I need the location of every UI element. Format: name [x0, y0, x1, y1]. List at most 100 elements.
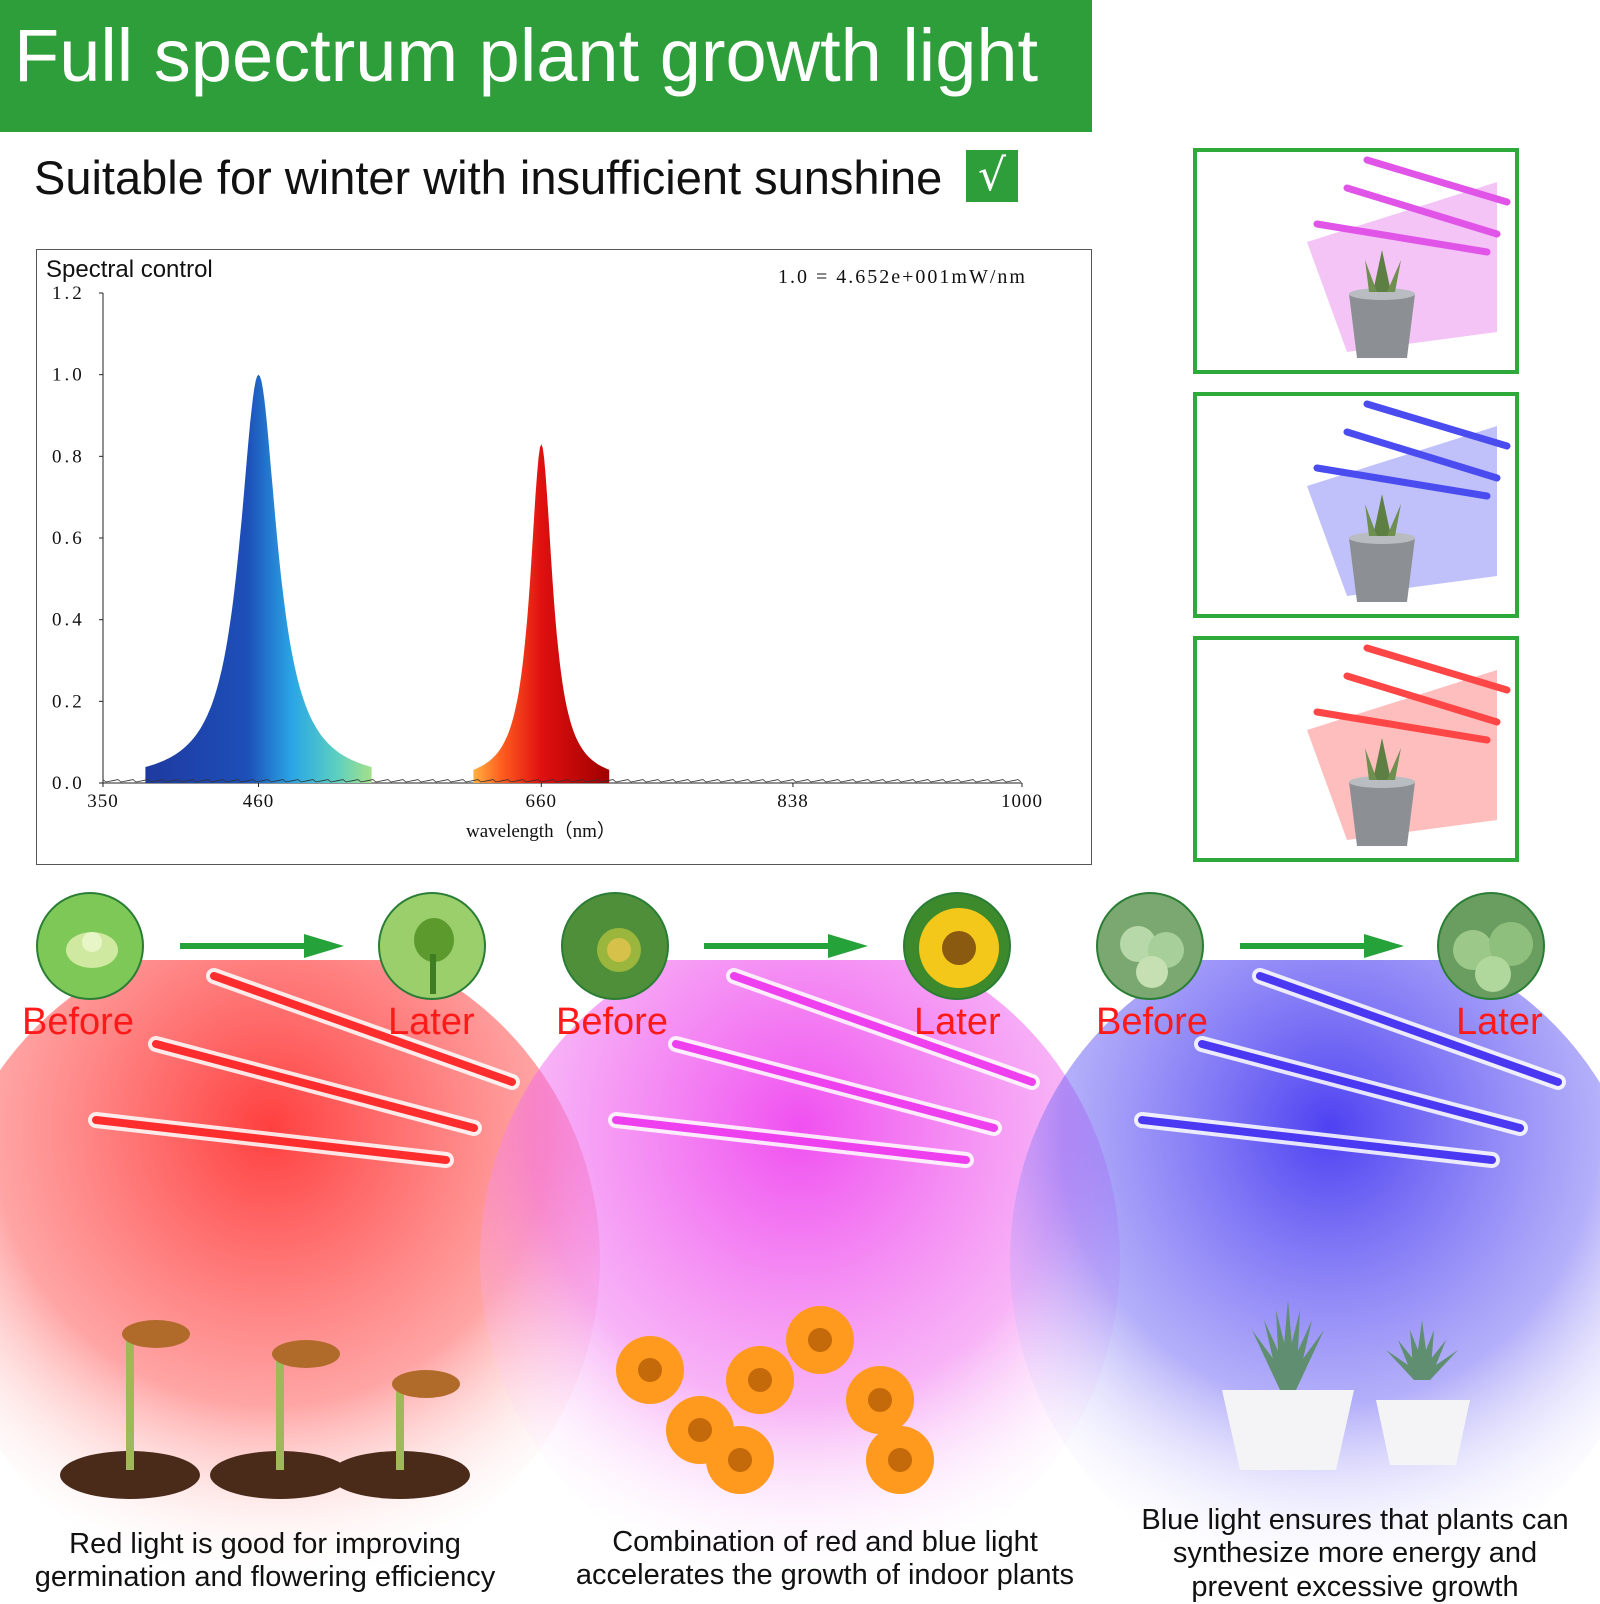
succulent-leaf	[1387, 260, 1401, 292]
lamp-led-strip	[1198, 1040, 1524, 1132]
y-tick-label: 1.0	[52, 365, 85, 386]
pot-rim	[1349, 532, 1415, 544]
lamp-led-strip	[672, 1040, 998, 1132]
later-label: Later	[914, 1001, 1001, 1043]
succulent-later-image	[1437, 892, 1545, 1000]
lamp-bar	[1313, 708, 1491, 744]
subtitle: Suitable for winter with insufficient su…	[34, 151, 943, 204]
succulent-leaf	[1365, 504, 1377, 536]
caption-blue-light: Blue light ensures that plants can synth…	[1110, 1504, 1600, 1604]
lamp-bar	[1363, 400, 1511, 450]
x-tick-label: 838	[777, 791, 809, 812]
succulent-leaf	[1280, 1320, 1312, 1390]
lamp-led-strip	[1138, 1116, 1496, 1164]
succulent-leaf	[1365, 748, 1377, 780]
y-tick-label: 1.2	[52, 283, 85, 304]
flower-center	[808, 1328, 832, 1352]
lamp-bar	[1363, 644, 1511, 694]
before-label: Before	[1096, 1001, 1208, 1043]
blue-panel-glow	[1010, 960, 1600, 1590]
thumbnail-blue-light	[1193, 392, 1519, 618]
sprout-leaf	[122, 1320, 190, 1348]
baseline-noise	[102, 778, 1022, 783]
lamp-led-strip	[612, 1116, 970, 1164]
sprout-stem	[396, 1390, 404, 1470]
pot-rim	[1349, 776, 1415, 788]
chart-annotation: 1.0 = 4.652e+001mW/nm	[778, 266, 1027, 288]
check-icon: √	[966, 150, 1018, 202]
caption-combined-light: Combination of red and blue light accele…	[560, 1526, 1090, 1593]
lamp-bar	[1313, 220, 1491, 256]
x-tick-label: 350	[87, 791, 119, 812]
thumbnail-red-light	[1193, 636, 1519, 862]
title-banner	[0, 0, 1092, 132]
caption-line: Red light is good for improving	[69, 1528, 461, 1560]
arrow-right-icon	[704, 934, 868, 958]
seed-before-image	[36, 892, 144, 1000]
sunflower-before-image	[561, 892, 669, 1000]
succulent-leaf	[1280, 1330, 1324, 1390]
arrow-right-icon	[1240, 934, 1404, 958]
y-tick-label: 0.8	[52, 446, 85, 467]
succulent-leaf	[1373, 494, 1391, 536]
y-tick-label: 0.0	[52, 773, 85, 794]
caption-red-light: Red light is good for improving germinat…	[10, 1528, 520, 1595]
pot	[1349, 538, 1415, 602]
sprout-leaf	[392, 1370, 460, 1398]
spectrum-peak-460	[145, 374, 372, 783]
y-tick-label: 0.6	[52, 528, 85, 549]
succulent-leaf	[1387, 504, 1401, 536]
flower-center	[888, 1448, 912, 1472]
pot	[1349, 294, 1415, 358]
succulent-leaf	[1387, 748, 1401, 780]
x-tick-label: 460	[243, 791, 275, 812]
caption-line: synthesize more energy and	[1172, 1537, 1538, 1570]
lamp-bar	[1313, 464, 1491, 500]
x-tick-label: 1000	[1001, 791, 1043, 812]
flower-center	[638, 1358, 662, 1382]
succulent-leaf	[1373, 250, 1391, 292]
grow-light-panels	[0, 960, 1600, 1590]
lamp-bar	[1343, 184, 1501, 238]
later-label: Later	[1456, 1001, 1543, 1043]
lamp-led-strip	[152, 1040, 478, 1132]
caption-line: germination and flowering efficiency	[34, 1561, 496, 1594]
caption-line: Blue light ensures that plants can	[1141, 1504, 1569, 1536]
lamp-led-strip	[210, 972, 516, 1086]
lamp-led-strip	[92, 1116, 450, 1164]
before-label: Before	[556, 1001, 668, 1043]
lamp-bar	[1343, 672, 1501, 726]
white-pot	[1222, 1390, 1354, 1470]
caption-line: accelerates the growth of indoor plants	[575, 1559, 1075, 1592]
succulent-before-image	[1096, 892, 1204, 1000]
soil-mound	[60, 1451, 200, 1499]
soil-mound	[210, 1451, 350, 1499]
lamp-led-strip	[1256, 972, 1562, 1086]
soil-mound	[330, 1451, 470, 1499]
succulent-leaf	[1414, 1340, 1446, 1380]
lamp-bar	[1343, 428, 1501, 482]
caption-line: Combination of red and blue light	[612, 1526, 1038, 1558]
page-title: Full spectrum plant growth light	[14, 14, 1039, 97]
before-label: Before	[22, 1001, 134, 1043]
y-tick-label: 0.4	[52, 610, 85, 631]
x-tick-label: 660	[526, 791, 558, 812]
succulent-leaf	[1414, 1350, 1458, 1380]
y-tick-label: 0.2	[52, 691, 85, 712]
spectrum-chart: Spectral control 1.0 = 4.652e+001mW/nm 0…	[46, 256, 1043, 842]
flower-center	[868, 1388, 892, 1412]
lamp-bar	[1363, 156, 1511, 206]
sprout-leaf	[272, 1340, 340, 1368]
thumbnail-pink-light	[1193, 148, 1519, 374]
sprout-later-image	[378, 892, 486, 1000]
arrow-right-icon	[180, 934, 344, 958]
caption-line: prevent excessive growth	[1191, 1570, 1519, 1603]
chart-title: Spectral control	[46, 256, 213, 283]
succulent-leaf	[1365, 260, 1377, 292]
x-axis-label: wavelength（nm）	[466, 820, 616, 842]
succulent-leaf	[1373, 738, 1391, 780]
flower-center	[688, 1418, 712, 1442]
flower-center	[748, 1368, 772, 1392]
white-pot	[1376, 1400, 1470, 1465]
sunflower-later-image	[903, 892, 1011, 1000]
